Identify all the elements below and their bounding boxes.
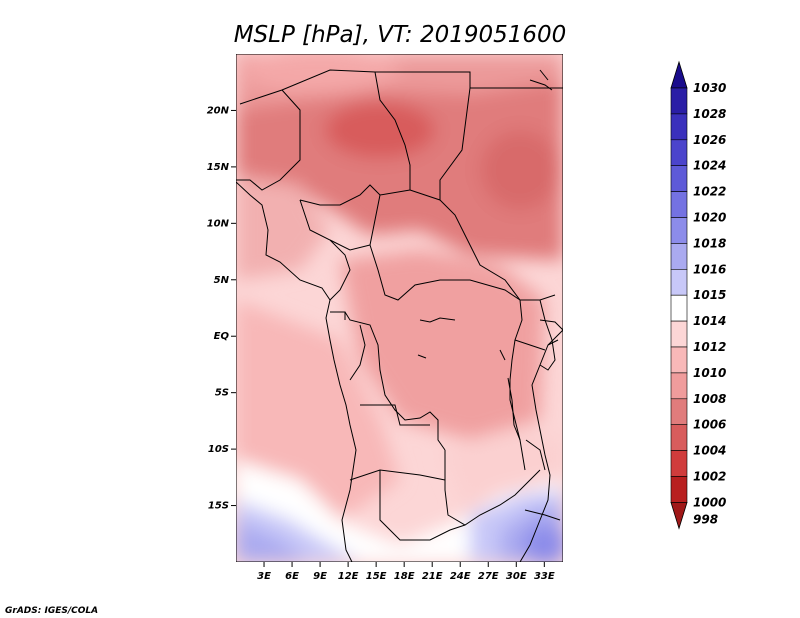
x-tick-label: 9E: [313, 571, 327, 582]
x-tick-label: 3E: [257, 571, 271, 582]
y-tick-label: EQ: [214, 331, 230, 342]
colorbar-label: 1014: [693, 314, 726, 328]
colorbar-swatch: [670, 424, 688, 451]
colorbar-label: 1016: [693, 262, 726, 276]
colorbar-swatch: [670, 346, 688, 374]
colorbar-swatch: [670, 243, 688, 270]
colorbar-label: 1010: [693, 366, 726, 380]
colorbar-label: 1004: [693, 444, 726, 458]
colorbar-swatch: [670, 294, 688, 322]
y-tick-label: 10N: [207, 218, 230, 229]
colorbar-label: 1024: [693, 159, 726, 173]
colorbar-bottom-arrow: [670, 501, 688, 530]
x-tick-label: 21E: [422, 571, 443, 582]
colorbar-swatch: [670, 476, 688, 503]
colorbar-swatch: [670, 191, 688, 218]
colorbar-swatch: [670, 113, 688, 141]
x-tick-label: 6E: [285, 571, 299, 582]
colorbar-swatch: [670, 217, 688, 244]
colorbar-label: 998: [693, 512, 718, 526]
y-axis: 20N 15N 10N 5N EQ 5S 10S 15S: [207, 105, 236, 512]
y-tick-label: 15S: [208, 501, 229, 512]
colorbar-swatch: [670, 268, 688, 296]
colorbar-label: 1018: [693, 236, 726, 250]
colorbar-label: 1026: [693, 133, 726, 147]
x-tick-label: 12E: [338, 571, 359, 582]
footer-credit: GrADS: IGES/COLA: [5, 606, 98, 616]
colorbar-top-arrow: [670, 60, 688, 89]
colorbar-label: 1015: [693, 288, 726, 302]
x-tick-label: 15E: [366, 571, 387, 582]
colorbar-swatch: [670, 450, 688, 477]
colorbar-label: 1012: [693, 340, 726, 354]
coastlines-borders: [236, 69, 563, 562]
colorbar-label: 1030: [693, 81, 726, 95]
colorbar-swatch: [670, 87, 688, 115]
y-tick-label: 15N: [207, 162, 230, 173]
x-tick-label: 27E: [478, 571, 499, 582]
x-tick-label: 24E: [450, 571, 471, 582]
colorbar-swatch: [670, 139, 688, 167]
colorbar-label: 1006: [693, 418, 726, 432]
colorbar-swatch: [670, 372, 688, 400]
y-tick-label: 10S: [208, 444, 229, 455]
x-axis: 3E 6E 9E 12E 15E 18E 21E 24E 27E 30E 33E: [257, 562, 555, 582]
colorbar-label: 1002: [693, 470, 726, 484]
x-tick-label: 33E: [534, 571, 555, 582]
colorbar-label: 1000: [693, 495, 726, 509]
colorbar-label: 1028: [693, 107, 726, 121]
x-tick-label: 30E: [506, 571, 527, 582]
colorbar-swatch: [670, 398, 688, 425]
y-tick-label: 5S: [215, 388, 229, 399]
colorbar-label: 1020: [693, 211, 726, 225]
y-tick-label: 20N: [207, 105, 230, 116]
colorbar-swatch: [670, 165, 688, 192]
colorbar-swatch: [670, 320, 688, 348]
chart-title: MSLP [hPa], VT: 2019051600: [234, 22, 567, 48]
y-tick-label: 5N: [214, 275, 230, 286]
x-tick-label: 18E: [394, 571, 415, 582]
colorbar-label: 1008: [693, 392, 726, 406]
colorbar-label: 1022: [693, 185, 726, 199]
colorbar: 1030 1028 1026 1024 1022 1020 1018 1016 1015 1014…: [670, 60, 726, 530]
pressure-field: [236, 54, 563, 562]
